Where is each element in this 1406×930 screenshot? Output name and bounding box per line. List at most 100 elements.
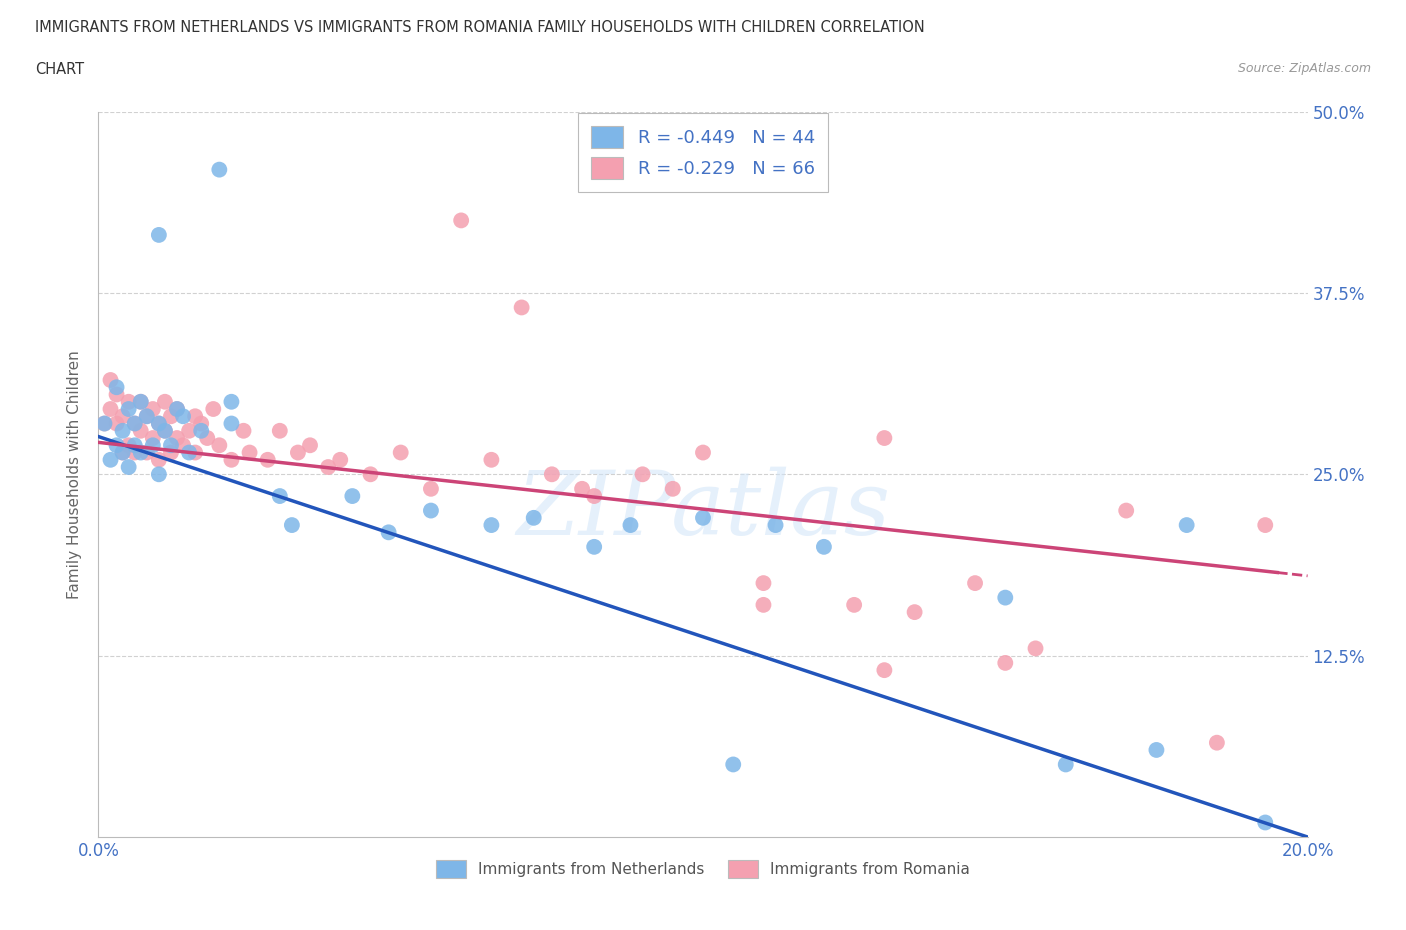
Point bbox=[1115, 503, 1137, 518]
Text: Source: ZipAtlas.com: Source: ZipAtlas.com bbox=[1237, 62, 1371, 75]
Point bbox=[129, 423, 152, 438]
Point bbox=[160, 438, 183, 453]
Point bbox=[118, 394, 141, 409]
Point bbox=[965, 576, 987, 591]
Point bbox=[202, 402, 225, 417]
Point bbox=[100, 402, 122, 417]
Point bbox=[1144, 742, 1167, 757]
Point bbox=[195, 431, 218, 445]
Point bbox=[329, 452, 352, 467]
Point bbox=[873, 663, 896, 678]
Point bbox=[124, 416, 146, 431]
Point bbox=[129, 445, 152, 460]
Point bbox=[510, 300, 533, 315]
Point bbox=[208, 162, 231, 177]
Point bbox=[124, 445, 146, 460]
Point bbox=[184, 445, 207, 460]
Point bbox=[342, 488, 364, 503]
Point bbox=[299, 438, 322, 453]
Point bbox=[1175, 518, 1198, 533]
Point bbox=[232, 423, 254, 438]
Point bbox=[124, 438, 146, 453]
Point bbox=[316, 459, 339, 474]
Point bbox=[287, 445, 309, 460]
Point bbox=[904, 604, 927, 619]
Point bbox=[873, 431, 896, 445]
Point bbox=[166, 431, 188, 445]
Point bbox=[179, 445, 201, 460]
Point bbox=[105, 416, 128, 431]
Point bbox=[190, 416, 212, 431]
Point bbox=[692, 445, 714, 460]
Point bbox=[450, 213, 472, 228]
Point bbox=[1254, 815, 1277, 830]
Point bbox=[765, 518, 787, 533]
Point bbox=[1254, 518, 1277, 533]
Y-axis label: Family Households with Children: Family Households with Children bbox=[66, 350, 82, 599]
Point bbox=[135, 409, 157, 424]
Point bbox=[148, 467, 170, 482]
Point bbox=[571, 482, 593, 497]
Point bbox=[208, 438, 231, 453]
Point bbox=[142, 431, 165, 445]
Point bbox=[142, 438, 165, 453]
Point bbox=[93, 416, 115, 431]
Point bbox=[190, 423, 212, 438]
Point bbox=[994, 591, 1017, 605]
Point bbox=[994, 656, 1017, 671]
Point bbox=[723, 757, 745, 772]
Point bbox=[281, 518, 304, 533]
Point bbox=[360, 467, 382, 482]
Point bbox=[420, 482, 443, 497]
Point bbox=[752, 576, 775, 591]
Point bbox=[752, 597, 775, 612]
Point bbox=[172, 438, 194, 453]
Point bbox=[135, 409, 157, 424]
Point bbox=[221, 394, 243, 409]
Point bbox=[481, 518, 503, 533]
Point bbox=[105, 438, 128, 453]
Point bbox=[269, 488, 291, 503]
Text: CHART: CHART bbox=[35, 62, 84, 77]
Point bbox=[221, 452, 243, 467]
Point bbox=[129, 394, 152, 409]
Point bbox=[105, 387, 128, 402]
Point bbox=[118, 402, 141, 417]
Point bbox=[523, 511, 546, 525]
Point bbox=[100, 452, 122, 467]
Point bbox=[148, 452, 170, 467]
Legend: Immigrants from Netherlands, Immigrants from Romania: Immigrants from Netherlands, Immigrants … bbox=[429, 854, 977, 883]
Point bbox=[111, 409, 134, 424]
Point bbox=[160, 445, 183, 460]
Point bbox=[269, 423, 291, 438]
Point bbox=[540, 467, 562, 482]
Point bbox=[111, 445, 134, 460]
Point bbox=[148, 416, 170, 431]
Point bbox=[166, 402, 188, 417]
Point bbox=[583, 488, 606, 503]
Point bbox=[142, 402, 165, 417]
Point bbox=[100, 373, 122, 388]
Text: IMMIGRANTS FROM NETHERLANDS VS IMMIGRANTS FROM ROMANIA FAMILY HOUSEHOLDS WITH CH: IMMIGRANTS FROM NETHERLANDS VS IMMIGRANT… bbox=[35, 20, 925, 35]
Point bbox=[148, 228, 170, 243]
Point bbox=[118, 459, 141, 474]
Point bbox=[256, 452, 278, 467]
Point bbox=[135, 445, 157, 460]
Text: ZIPatlas: ZIPatlas bbox=[516, 467, 890, 554]
Point bbox=[184, 409, 207, 424]
Point bbox=[153, 423, 176, 438]
Point bbox=[124, 416, 146, 431]
Point bbox=[148, 416, 170, 431]
Point bbox=[153, 394, 176, 409]
Point bbox=[221, 416, 243, 431]
Point bbox=[153, 423, 176, 438]
Point bbox=[172, 409, 194, 424]
Point bbox=[111, 423, 134, 438]
Point bbox=[105, 379, 128, 394]
Point bbox=[1054, 757, 1077, 772]
Point bbox=[377, 525, 399, 539]
Point bbox=[692, 511, 714, 525]
Point bbox=[844, 597, 866, 612]
Point bbox=[179, 423, 201, 438]
Point bbox=[661, 482, 683, 497]
